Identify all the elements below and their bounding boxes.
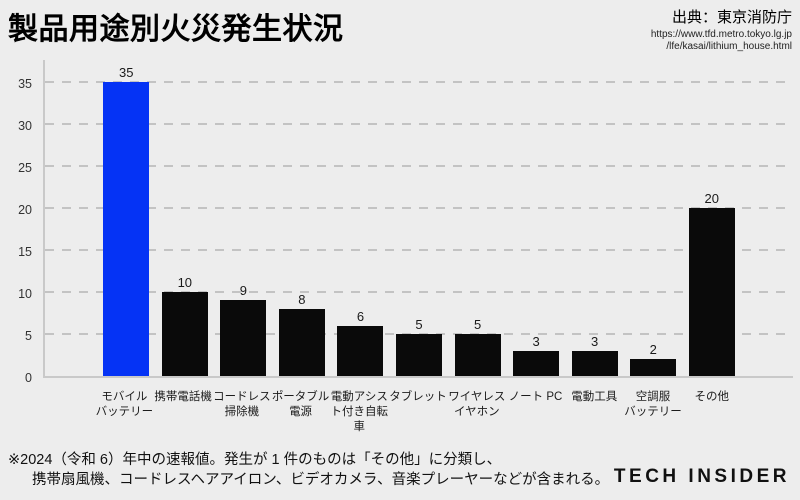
bar [103, 82, 150, 376]
y-tick-label: 35 [18, 77, 32, 91]
y-tick-label: 5 [25, 329, 32, 343]
bar-value-label: 5 [473, 317, 482, 332]
y-tick-label: 10 [18, 287, 32, 301]
bars: 35 10 9 8 6 5 5 3 3 2 20 [45, 60, 793, 376]
gridline [45, 291, 793, 293]
y-tick-label: 15 [18, 245, 32, 259]
bar-value-label: 10 [177, 275, 193, 290]
bar-value-label: 8 [298, 291, 306, 307]
y-tick-labels: 0 5 10 15 20 25 30 35 [0, 60, 36, 385]
bar-value-label: 2 [649, 342, 657, 358]
bar-chart-plot-area: 35 10 9 8 6 5 5 3 3 2 20 [43, 60, 793, 378]
x-axis-label: 電動アシス ト付き自転車 [330, 391, 389, 433]
bar-value-label: 3 [591, 333, 599, 349]
source-url-line2: /lfe/kasai/lithium_house.html [666, 41, 792, 52]
gridline [45, 81, 793, 83]
x-labels: モバイル バッテリー 携帯電話機 コードレス 掃除機 ポータブル 電源 電動アシス ト付き自転車… [43, 390, 793, 435]
y-tick-label: 25 [18, 161, 32, 175]
bar-slot: 3 [565, 60, 624, 376]
y-tick-label: 30 [18, 119, 32, 133]
bar [571, 350, 618, 376]
page-title: 製品用途別火災発生状況 [8, 13, 344, 46]
bar [161, 292, 208, 376]
bar-slot: 6 [331, 60, 390, 376]
bar-value-label: 9 [239, 283, 247, 299]
gridline [45, 165, 793, 167]
x-axis-label: タブレット [389, 391, 447, 403]
x-axis-label: ノート PC [508, 391, 563, 403]
gridline [45, 123, 793, 125]
bar-slot: 5 [448, 60, 507, 376]
x-axis-label: 電動工具 [571, 391, 618, 403]
bar-slot: 35 [97, 60, 156, 376]
source-url-line1: https://www.tfd.metro.tokyo.lg.jp [650, 29, 792, 40]
y-tick-label: 20 [18, 203, 32, 217]
bar-value-label: 6 [356, 308, 365, 324]
bar [630, 359, 677, 376]
bar [513, 350, 560, 376]
gridline [45, 207, 793, 209]
bar-slot: 8 [273, 60, 332, 376]
x-axis-label: ポータブル 電源 [271, 391, 330, 418]
bar [454, 334, 501, 376]
bar-value-label: 5 [415, 317, 423, 332]
footnote: ※2024（令和 6）年中の速報値。発生が 1 件のものは「その他」に分類し、 … [8, 450, 609, 490]
bar [337, 325, 384, 376]
gridline [45, 249, 793, 251]
bar-value-label: 35 [119, 65, 134, 80]
bar-slot: 20 [682, 60, 741, 376]
bar-slot: 5 [390, 60, 449, 376]
x-axis-label: 携帯電話機 [154, 391, 212, 403]
bar [278, 308, 325, 376]
bar [220, 300, 267, 376]
x-axis-label: その他 [694, 391, 729, 403]
bar-slot: 2 [624, 60, 683, 376]
bar-value-label: 3 [532, 333, 540, 349]
bar [396, 334, 442, 376]
x-axis-label: コードレス 掃除機 [213, 391, 271, 418]
x-axis-label: 空調服 バッテリー [624, 391, 682, 418]
bar-slot: 10 [156, 60, 215, 376]
x-axis-label: モバイル バッテリー [95, 391, 154, 418]
bar-value-label: 20 [704, 191, 719, 206]
footnote-line2: 携帯扇風機、コードレスヘアアイロン、ビデオカメラ、音楽プレーヤーなどが含まれる。 [32, 472, 610, 488]
bar-slot: 9 [214, 60, 273, 376]
y-tick-label: 0 [25, 371, 32, 385]
bar [688, 208, 735, 376]
source-attribution: 出典：東京消防庁 https://www.tfd.metro.tokyo.lg.… [651, 6, 792, 53]
brand-logo: TECH INSIDER [613, 466, 790, 487]
x-axis-label: ワイヤレス イヤホン [448, 391, 506, 418]
footnote-line1: ※2024（令和 6）年中の速報値。発生が 1 件のものは「その他」に分類し、 [8, 452, 502, 468]
bar-slot: 3 [507, 60, 566, 376]
source-label: 出典：東京消防庁 [671, 9, 792, 26]
